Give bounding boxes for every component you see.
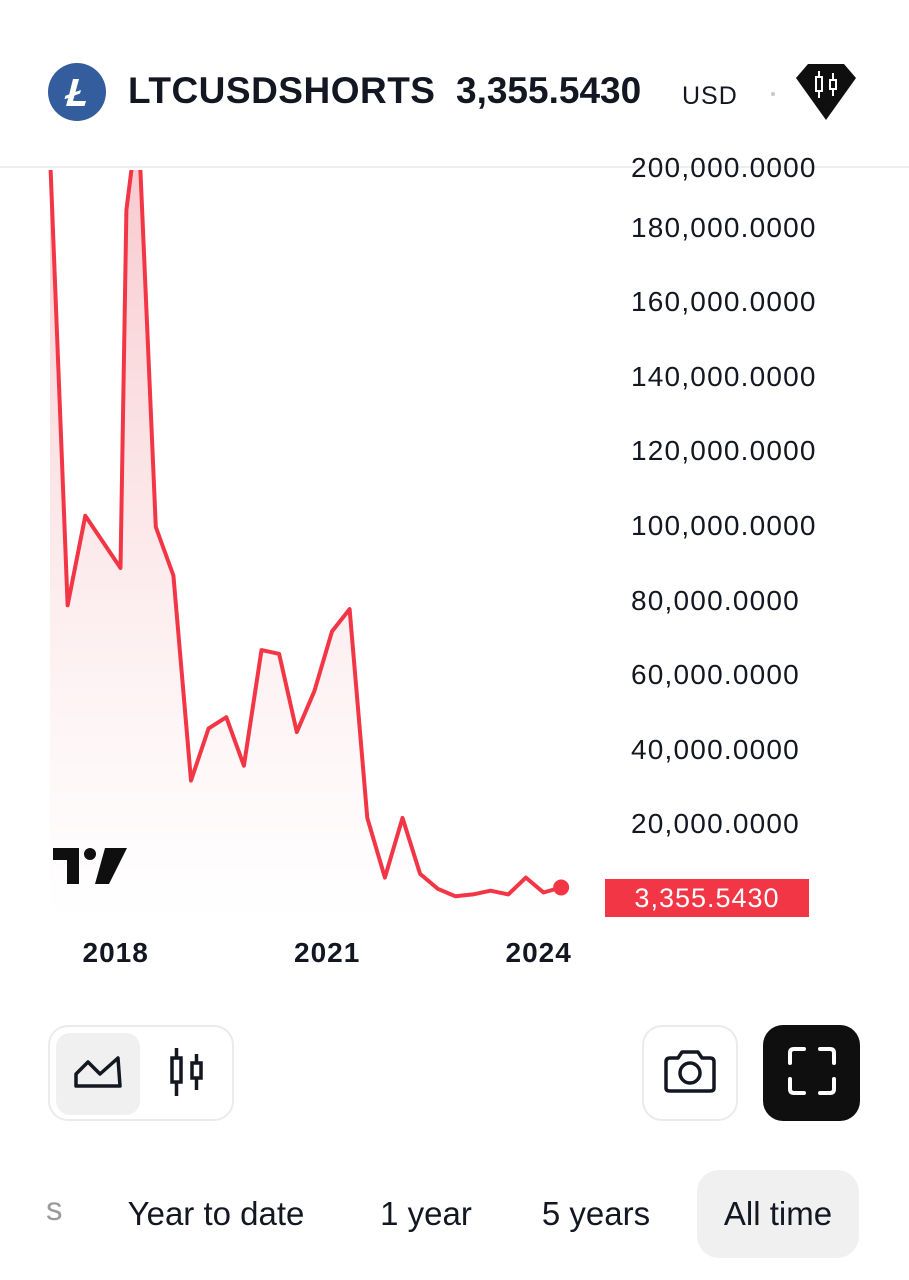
last-price-point [553, 879, 570, 896]
chart-type-toggle [48, 1025, 234, 1121]
y-tick-label: 140,000.0000 [631, 360, 817, 392]
y-tick-label: 20,000.0000 [631, 808, 800, 840]
range-tabs: Year to date 1 year 5 years All time [0, 1170, 909, 1260]
price-area-fill [50, 170, 562, 918]
last-value-badge: 3,355.5430 [605, 879, 809, 917]
price-line [48, 170, 562, 899]
camera-icon [662, 1048, 718, 1099]
range-tab-1-year[interactable]: 1 year [380, 1195, 472, 1232]
y-tick-label: 180,000.0000 [631, 211, 817, 243]
price-chart-svg [48, 170, 570, 918]
y-tick-label: 100,000.0000 [631, 510, 817, 541]
separator-dot [771, 92, 775, 96]
area-chart-button[interactable] [56, 1033, 140, 1115]
candlestick-icon [167, 1046, 207, 1103]
price-chart[interactable]: 200,000.0000 3,355.5430 180,000.0000 160,… [0, 152, 909, 1000]
y-tick-label: 120,000.0000 [631, 435, 817, 467]
litecoin-icon [48, 63, 106, 121]
range-tab-5-years[interactable]: 5 years [541, 1195, 651, 1232]
area-chart-icon [72, 1052, 124, 1097]
range-tab-year-to-date[interactable]: Year to date [127, 1195, 305, 1232]
x-tick-label: 2018 [82, 937, 149, 968]
candles-chart-button[interactable] [146, 1033, 228, 1115]
y-tick-label: 60,000.0000 [631, 659, 800, 691]
symbol-name: LTCUSDSHORTS [128, 70, 436, 111]
header: LTCUSDSHORTS 3,355.5430 USD [0, 0, 909, 168]
tradingview-logo [53, 848, 127, 886]
range-tab-all-time[interactable]: All time [697, 1170, 859, 1258]
x-tick-label: 2021 [294, 937, 361, 968]
y-tick-label: 80,000.0000 [631, 584, 800, 616]
y-tick-label: 160,000.0000 [631, 286, 817, 318]
candlestick-gem-icon[interactable] [792, 60, 860, 124]
y-tick-label: 40,000.0000 [631, 733, 800, 765]
x-tick-label: 2024 [505, 937, 572, 968]
fullscreen-button[interactable] [763, 1025, 860, 1121]
fullscreen-icon [786, 1045, 838, 1102]
range-tab-partial[interactable]: s [46, 1190, 63, 1227]
screenshot-button[interactable] [642, 1025, 738, 1121]
last-price: 3,355.5430 [456, 70, 642, 111]
y-tick-label-top-cut: 200,000.0000 [631, 152, 817, 183]
price-currency: USD [682, 82, 738, 110]
